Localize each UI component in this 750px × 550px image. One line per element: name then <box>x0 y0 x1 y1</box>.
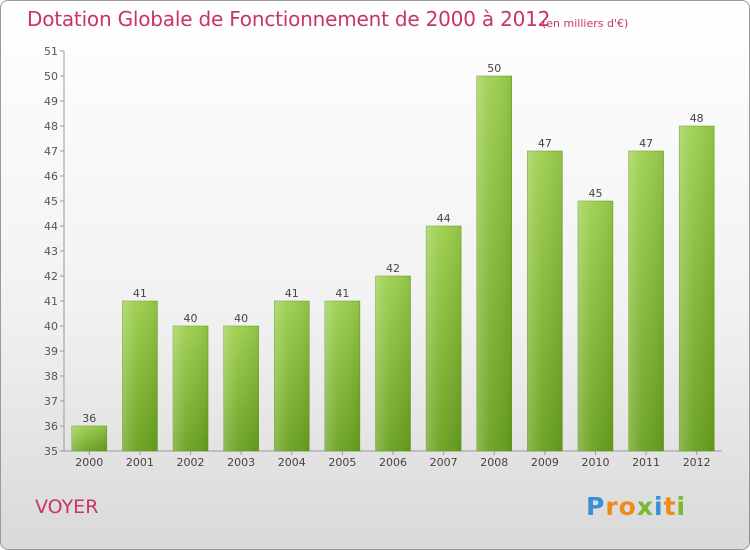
logo-letter: o <box>618 492 637 521</box>
commune-name: VOYER <box>35 496 99 518</box>
bar-value-label: 41 <box>133 287 147 300</box>
bar-shine <box>223 326 259 451</box>
bar-shine <box>375 276 411 451</box>
y-tick-label: 40 <box>44 320 58 333</box>
x-tick-label: 2012 <box>683 456 711 469</box>
bar-shine <box>527 151 563 451</box>
x-tick-label: 2008 <box>480 456 508 469</box>
y-tick-label: 35 <box>44 445 58 458</box>
unit-note: (en milliers d'€) <box>542 17 629 30</box>
bar-value-label: 40 <box>184 312 198 325</box>
bar-value-label: 50 <box>487 62 501 75</box>
x-tick-label: 2001 <box>126 456 154 469</box>
y-tick-label: 39 <box>44 345 58 358</box>
y-tick-label: 36 <box>44 420 58 433</box>
y-tick-label: 49 <box>44 95 58 108</box>
x-tick-label: 2004 <box>278 456 306 469</box>
logo-letter: i <box>676 492 687 521</box>
bar-shine <box>274 301 310 451</box>
x-tick-label: 2009 <box>531 456 559 469</box>
x-tick-label: 2010 <box>581 456 609 469</box>
bar-shine <box>628 151 664 451</box>
logo-letter: P <box>586 492 606 521</box>
bar-shine <box>173 326 209 451</box>
logo-letter: r <box>605 492 619 521</box>
bar-shine <box>426 226 462 451</box>
bar-shine <box>71 426 107 451</box>
x-tick-label: 2011 <box>632 456 660 469</box>
y-tick-label: 44 <box>44 220 58 233</box>
y-tick-label: 38 <box>44 370 58 383</box>
logo-letter: i <box>654 492 664 521</box>
bar-value-label: 41 <box>285 287 299 300</box>
y-tick-label: 43 <box>44 245 58 258</box>
y-tick-label: 47 <box>44 145 58 158</box>
y-tick-label: 48 <box>44 120 58 133</box>
y-tick-label: 51 <box>44 45 58 58</box>
y-tick-label: 41 <box>44 295 58 308</box>
y-tick-label: 42 <box>44 270 58 283</box>
y-tick-label: 37 <box>44 395 58 408</box>
logo-letter: t <box>663 492 677 521</box>
bar-value-label: 47 <box>538 137 552 150</box>
bar-shine <box>476 76 512 451</box>
y-tick-label: 46 <box>44 170 58 183</box>
bar-value-label: 40 <box>234 312 248 325</box>
bar-shine <box>122 301 158 451</box>
bar-value-label: 42 <box>386 262 400 275</box>
y-tick-label: 45 <box>44 195 58 208</box>
x-tick-label: 2000 <box>75 456 103 469</box>
x-tick-label: 2002 <box>177 456 205 469</box>
bar-value-label: 41 <box>335 287 349 300</box>
y-tick-label: 50 <box>44 70 58 83</box>
x-tick-label: 2005 <box>328 456 356 469</box>
bar-value-label: 48 <box>690 112 704 125</box>
chart-title: Dotation Globale de Fonctionnement de 20… <box>27 7 551 31</box>
x-tick-label: 2003 <box>227 456 255 469</box>
bar-shine <box>577 201 613 451</box>
bar-value-label: 36 <box>82 412 96 425</box>
x-tick-label: 2007 <box>430 456 458 469</box>
bar-shine <box>324 301 360 451</box>
logo-letter: x <box>636 492 654 521</box>
bar-shine <box>679 126 715 451</box>
bar-value-label: 47 <box>639 137 653 150</box>
bar-value-label: 44 <box>437 212 451 225</box>
bar-value-label: 45 <box>588 187 602 200</box>
x-tick-label: 2006 <box>379 456 407 469</box>
proxiti-logo: Proxiti <box>586 492 686 521</box>
